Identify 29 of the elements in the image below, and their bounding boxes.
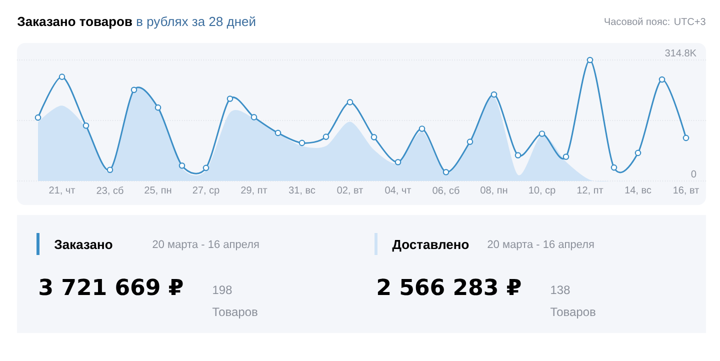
x-tick-label: 29, пт <box>241 186 268 195</box>
text: 198 <box>213 286 232 294</box>
x-tick-label: 21, чт <box>49 186 76 195</box>
x-tick-label: 04, чт <box>385 186 412 195</box>
x-tick-label: 25, пн <box>144 186 172 195</box>
x-tick-label: 27, ср <box>192 186 220 196</box>
x-tick-label: 10, ср <box>529 186 556 196</box>
text: 138 <box>551 286 570 294</box>
x-tick-label: 08, пн <box>480 186 508 195</box>
y-tick-label: 0 <box>691 170 696 178</box>
text: Товаров <box>212 308 258 318</box>
x-tick-label: 06, сб <box>432 186 460 196</box>
chart-subtitle: в рублях за 28 дней <box>136 16 256 29</box>
x-tick-label: 12, пт <box>577 186 604 195</box>
y-tick-label: 314.8K <box>665 49 696 56</box>
text: 20 марта - 16 апреля <box>488 240 594 250</box>
x-tick-label: 23, сб <box>96 186 124 196</box>
text: 2 566 283 ₽ <box>378 278 521 296</box>
text: 20 марта - 16 апреля <box>152 240 259 250</box>
text: 3 721 669 ₽ <box>40 278 183 296</box>
chart-title: Заказано товаров <box>17 16 132 29</box>
x-tick-label: 02, вт <box>337 186 364 195</box>
x-tick-label: 16, вт <box>674 186 700 195</box>
x-tick-label: 14, вс <box>625 186 652 195</box>
legend-label: Заказано <box>54 240 112 250</box>
text: Часовой пояс: UTC+3 <box>604 18 706 26</box>
legend-label: Доставлено <box>392 240 469 252</box>
text: Товаров <box>550 308 596 318</box>
x-tick-label: 31, вс <box>288 186 316 195</box>
